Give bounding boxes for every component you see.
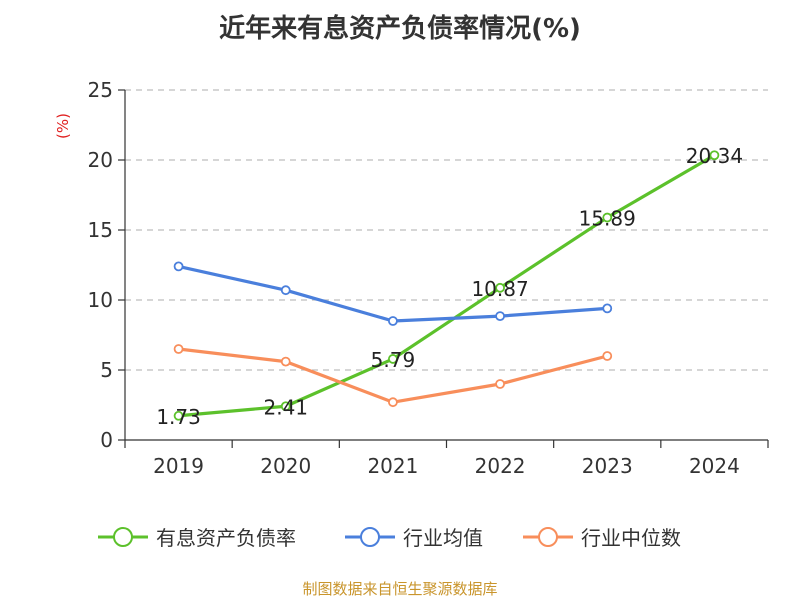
data-point <box>173 344 184 354</box>
data-point <box>709 150 720 161</box>
y-tick-label: 15 <box>88 218 113 242</box>
series-line-2 <box>178 264 608 323</box>
data-point <box>495 311 505 322</box>
legend-label-2: 行业均值 <box>403 526 483 550</box>
legend-marker-3 <box>538 527 558 547</box>
legend-marker-1 <box>113 527 133 547</box>
data-point <box>280 285 291 296</box>
data-point <box>173 261 184 272</box>
axes: 0 5 10 15 20 25 2019 2020 2021 2022 2023 2024 (%) <box>54 78 769 478</box>
data-label: 1.73 <box>156 405 201 429</box>
series-lines <box>173 150 720 421</box>
legend-label-1: 有息资产负债率 <box>156 526 296 550</box>
data-point <box>173 410 184 421</box>
y-tick-label: 20 <box>88 148 113 172</box>
y-tick-label: 5 <box>100 358 113 382</box>
y-tick-label: 0 <box>100 428 113 452</box>
x-tick-label: 2021 <box>367 454 418 478</box>
data-point <box>388 397 398 408</box>
legend: 有息资产负债率 行业均值 行业中位数 <box>98 526 681 550</box>
data-point <box>495 282 505 293</box>
y-axis-unit: (%) <box>54 113 72 139</box>
x-tick-label: 2024 <box>689 454 740 478</box>
x-tick-label: 2019 <box>153 454 204 478</box>
data-point <box>388 354 398 364</box>
data-point <box>388 316 398 326</box>
y-tick-label: 25 <box>88 78 113 102</box>
data-label: 5.79 <box>371 348 416 372</box>
x-tick-label: 2022 <box>475 454 526 478</box>
data-label: 20.34 <box>686 144 743 168</box>
series-line-1 <box>178 153 716 418</box>
y-tick-label: 10 <box>88 288 113 312</box>
grid-lines <box>125 89 768 371</box>
legend-marker-2 <box>360 527 380 547</box>
source-note: 制图数据来自恒生聚源数据库 <box>302 580 498 598</box>
data-point <box>495 379 505 389</box>
data-label: 10.87 <box>471 277 528 301</box>
data-point <box>280 401 291 412</box>
data-point <box>602 351 613 361</box>
data-point <box>280 356 291 367</box>
x-tick-label: 2020 <box>260 454 311 478</box>
data-labels: 1.73 2.41 5.79 10.87 15.89 20.34 <box>156 144 743 429</box>
data-label: 15.89 <box>579 207 636 231</box>
x-tick-label: 2023 <box>582 454 633 478</box>
data-label: 2.41 <box>263 395 308 419</box>
legend-label-3: 行业中位数 <box>581 526 681 550</box>
data-point <box>602 212 613 223</box>
data-point <box>602 303 613 314</box>
chart-title: 近年来有息资产负债率情况(%) <box>219 14 581 44</box>
